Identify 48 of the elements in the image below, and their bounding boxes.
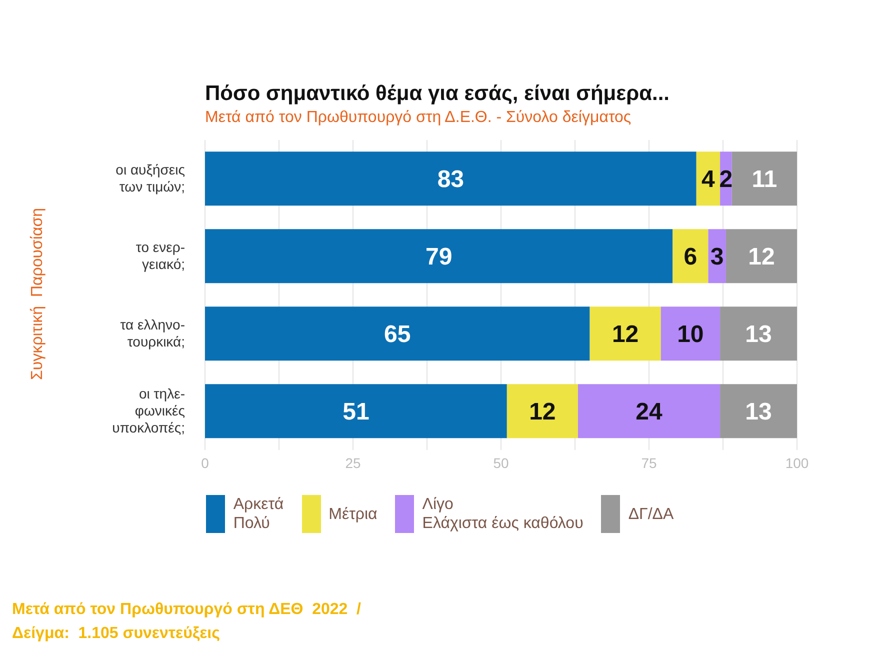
- bar: [506, 384, 578, 438]
- legend-label: Μέτρια: [328, 504, 378, 524]
- bar: [590, 306, 661, 361]
- bar: [205, 152, 696, 206]
- data-label: 65: [384, 321, 411, 348]
- bar: [578, 384, 720, 438]
- text: Μετά από τον Πρωθυπουργό στη ΔΕΘ 2022 /: [12, 600, 361, 620]
- bar: [205, 306, 590, 361]
- data-label: 3: [710, 244, 724, 271]
- legend-label: ΔΓ/ΔΑ: [628, 504, 674, 524]
- bar: [720, 306, 797, 361]
- bar: [205, 384, 507, 438]
- text: Συγκριτική Παρουσίαση: [29, 208, 47, 380]
- bar: [720, 384, 797, 438]
- data-label: 79: [425, 244, 452, 271]
- data-label: 24: [636, 398, 663, 426]
- x-tick-label: 100: [785, 454, 809, 471]
- data-label: 4: [702, 166, 716, 194]
- data-label: 10: [677, 321, 704, 348]
- data-label: 13: [745, 398, 772, 426]
- bar: [660, 306, 720, 361]
- y-tick-label: το ενερ- γειακό;: [136, 238, 186, 272]
- data-label: 2: [719, 166, 733, 194]
- legend-label: Αρκετά Πολύ: [233, 495, 284, 533]
- data-label: 13: [745, 321, 772, 348]
- data-label: 6: [684, 244, 698, 271]
- x-tick-label: 50: [493, 454, 509, 471]
- x-tick-label: 75: [641, 454, 657, 471]
- bar: [726, 229, 797, 284]
- bar: [696, 152, 720, 206]
- bar: [672, 229, 708, 284]
- text: Δείγμα: 1.105 συνεντεύξεις: [12, 624, 221, 644]
- chart-title: Πόσο σημαντικό θέμα για εσάς, είναι σήμερα...: [205, 82, 670, 106]
- data-label: 83: [437, 166, 464, 194]
- x-tick-label: 25: [345, 454, 361, 471]
- data-label: 12: [612, 321, 639, 348]
- bar: [732, 152, 797, 206]
- legend-label: Λίγο Ελάχιστα έως καθόλου: [422, 495, 584, 533]
- y-tick-label: τα ελληνο- τουρκικά;: [120, 316, 186, 349]
- chart-subtitle: Μετά από τον Πρωθυπουργό στη Δ.Ε.Θ. - Σύνολο δείγματος: [205, 109, 632, 127]
- data-label: 51: [342, 398, 370, 426]
- y-tick-label: οι αυξήσεις των τιμών;: [116, 160, 186, 194]
- data-label: 12: [529, 398, 556, 426]
- y-tick-label: οι τηλε- φωνικές υποκλοπές;: [112, 384, 186, 435]
- x-tick-label: 0: [201, 454, 210, 471]
- data-label: 12: [748, 244, 775, 271]
- data-label: 11: [752, 166, 778, 194]
- bar: [205, 229, 673, 284]
